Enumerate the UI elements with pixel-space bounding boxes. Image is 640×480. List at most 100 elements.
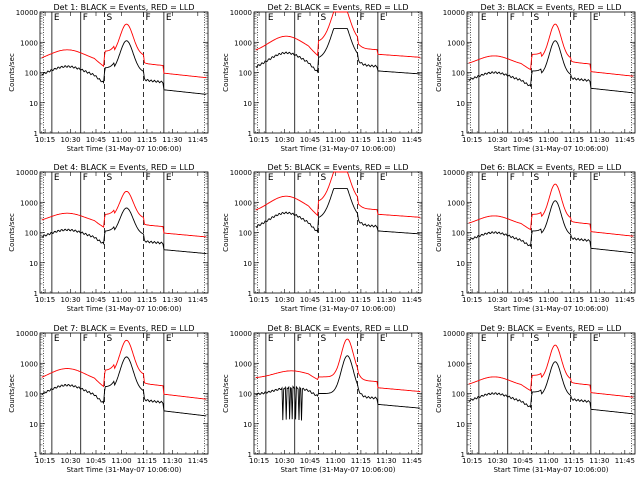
y-tick-label: 1000: [234, 39, 252, 47]
y-tick-label: 10: [29, 421, 38, 429]
interval-marker-label: E: [481, 13, 487, 23]
y-tick-label: 10: [29, 100, 38, 108]
y-tick-label: 1000: [20, 39, 38, 47]
y-axis-label: Counts/sec: [8, 213, 16, 252]
panel-title: Det 1: BLACK = Events, RED = LLD: [54, 3, 195, 12]
x-tick-label: 11:15: [351, 457, 371, 465]
x-tick-label: 11:15: [137, 457, 157, 465]
x-tick-label: 11:00: [325, 136, 345, 144]
y-tick-label: 1000: [234, 360, 252, 368]
interval-marker-label: F: [146, 334, 151, 344]
interval-marker-label: F: [297, 334, 302, 344]
x-tick-label: 11:00: [325, 457, 345, 465]
y-tick-label: 100: [452, 230, 465, 238]
x-axis-label: Start Time (31-May-07 10:06:00): [280, 145, 395, 153]
x-tick-label: 11:30: [589, 136, 609, 144]
interval-marker-label: S: [320, 334, 326, 344]
interval-marker-label: S: [533, 334, 539, 344]
lld-series-line: [255, 171, 421, 218]
interval-marker-label: S: [533, 173, 539, 183]
interval-marker-label: E: [54, 13, 60, 23]
y-tick-label: 1000: [447, 39, 465, 47]
y-tick-label: 10000: [443, 9, 465, 17]
interval-marker-label: F: [360, 334, 365, 344]
interval-marker-label: F: [510, 334, 515, 344]
x-tick-label: 11:45: [615, 296, 635, 304]
interval-marker-label: S: [106, 173, 112, 183]
y-tick-label: 100: [452, 70, 465, 78]
x-tick-label: 10:15: [462, 136, 482, 144]
x-tick-label: 10:45: [513, 136, 533, 144]
y-axis-label: Counts/sec: [222, 213, 230, 252]
interval-marker-label: E: [380, 334, 386, 344]
events-series-line: [468, 361, 634, 415]
y-tick-label: 10: [456, 100, 465, 108]
x-tick-label: 10:30: [60, 136, 80, 144]
y-tick-label: 10: [29, 260, 38, 268]
panel-title: Det 9: BLACK = Events, RED = LLD: [481, 324, 622, 333]
detector-panel: Det 2: BLACK = Events, RED = LLD 1 10 100 10…: [222, 3, 423, 153]
y-tick-label: 1000: [447, 199, 465, 207]
y-tick-label: 1: [461, 130, 465, 138]
interval-marker-label: E: [166, 334, 172, 344]
plot-frame: [466, 332, 636, 455]
lld-series-line: [468, 23, 634, 77]
x-tick-label: 10:30: [487, 457, 507, 465]
y-tick-label: 100: [25, 391, 38, 399]
lld-series-line: [41, 190, 207, 238]
interval-marker-label: E: [593, 13, 599, 23]
y-tick-label: 10: [243, 100, 252, 108]
x-tick-label: 11:15: [351, 296, 371, 304]
x-tick-label: 10:15: [249, 296, 269, 304]
x-tick-label: 11:45: [615, 136, 635, 144]
x-tick-label: 11:30: [589, 296, 609, 304]
panel-title: Det 2: BLACK = Events, RED = LLD: [268, 3, 409, 12]
events-series-line: [41, 40, 207, 95]
interval-marker-label: E: [380, 173, 386, 183]
x-tick-label: 11:45: [402, 136, 422, 144]
x-tick-label: 11:00: [111, 296, 131, 304]
plot-frame: [466, 171, 636, 294]
y-tick-label: 10: [243, 260, 252, 268]
interval-marker-label: S: [320, 13, 326, 23]
interval-marker-label: E: [593, 173, 599, 183]
events-series-line: [41, 207, 207, 255]
detector-panel: Det 7: BLACK = Events, RED = LLD 1 10 100 10…: [8, 324, 209, 474]
detector-panel: Det 8: BLACK = Events, RED = LLD 1 10 100 10…: [222, 324, 423, 474]
y-tick-label: 100: [239, 230, 252, 238]
y-tick-label: 1: [34, 290, 38, 298]
x-tick-label: 11:45: [188, 136, 208, 144]
x-axis-label: Start Time (31-May-07 10:06:00): [493, 305, 608, 313]
y-tick-label: 1: [34, 130, 38, 138]
interval-marker-label: E: [54, 173, 60, 183]
interval-marker-label: F: [146, 173, 151, 183]
y-tick-label: 1: [461, 290, 465, 298]
y-tick-label: 1000: [234, 199, 252, 207]
detector-panel: Det 3: BLACK = Events, RED = LLD 1 10 100 10…: [435, 3, 636, 153]
y-tick-label: 10000: [16, 9, 38, 17]
y-tick-label: 1: [248, 451, 252, 459]
x-tick-label: 10:15: [35, 457, 55, 465]
interval-marker-label: E: [593, 334, 599, 344]
x-axis-label: Start Time (31-May-07 10:06:00): [280, 305, 395, 313]
events-series-line: [468, 40, 634, 94]
x-tick-label: 10:15: [462, 457, 482, 465]
x-axis-label: Start Time (31-May-07 10:06:00): [66, 466, 181, 474]
x-tick-label: 10:45: [300, 136, 320, 144]
y-tick-label: 10000: [230, 169, 252, 177]
x-tick-label: 11:30: [162, 136, 182, 144]
y-tick-label: 10000: [443, 330, 465, 338]
x-tick-label: 10:45: [300, 457, 320, 465]
interval-marker-label: E: [166, 173, 172, 183]
x-tick-label: 10:45: [86, 136, 106, 144]
x-tick-label: 11:45: [188, 457, 208, 465]
x-tick-label: 11:15: [564, 136, 584, 144]
y-tick-label: 1: [248, 290, 252, 298]
panel-title: Det 8: BLACK = Events, RED = LLD: [268, 324, 409, 333]
x-axis-label: Start Time (31-May-07 10:06:00): [493, 466, 608, 474]
lld-series-line: [468, 344, 634, 398]
x-axis-label: Start Time (31-May-07 10:06:00): [493, 145, 608, 153]
lld-series-line: [468, 183, 634, 237]
y-tick-label: 100: [452, 391, 465, 399]
